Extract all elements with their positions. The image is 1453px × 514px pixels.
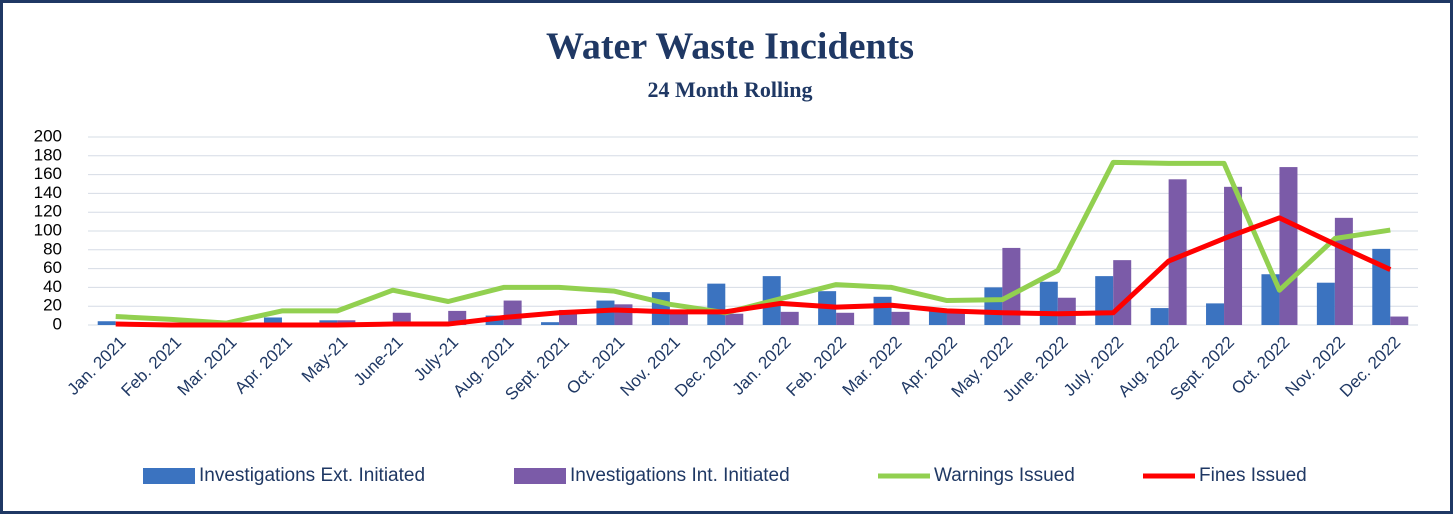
chart-title: Water Waste Incidents — [546, 26, 914, 68]
bar — [669, 313, 688, 325]
bar — [1095, 276, 1114, 325]
bar — [1113, 260, 1132, 325]
y-tick-label: 60 — [43, 258, 62, 277]
bar — [651, 292, 670, 325]
bar — [1206, 303, 1225, 325]
bar — [1261, 274, 1280, 325]
y-tick-label: 120 — [34, 202, 62, 221]
legend-label: Investigations Ext. Initiated — [199, 465, 425, 486]
y-tick-label: 80 — [43, 239, 62, 258]
chart-subtitle: 24 Month Rolling — [647, 77, 812, 102]
bar — [725, 313, 744, 325]
bar — [1224, 186, 1243, 325]
y-tick-label: 160 — [34, 164, 62, 183]
bar — [707, 283, 726, 325]
bar — [780, 311, 799, 325]
legend-label: Warnings Issued — [934, 465, 1075, 486]
legend-swatch — [514, 468, 566, 484]
bar — [1150, 308, 1169, 325]
bar — [891, 311, 910, 325]
y-tick-label: 0 — [53, 314, 62, 333]
y-tick-label: 140 — [34, 183, 62, 202]
legend-swatch — [143, 468, 195, 484]
bar — [984, 287, 1003, 325]
bar — [928, 310, 947, 325]
y-tick-label: 20 — [43, 296, 62, 315]
bar — [836, 312, 855, 325]
bar — [614, 304, 633, 325]
bar — [1390, 316, 1409, 325]
bar — [541, 322, 560, 325]
y-tick-label: 200 — [34, 126, 62, 145]
bar — [1002, 247, 1021, 325]
line-series — [115, 215, 1392, 328]
legend-label: Fines Issued — [1199, 465, 1307, 486]
y-tick-label: 100 — [34, 220, 62, 239]
legend-label: Investigations Int. Initiated — [570, 465, 790, 486]
bar — [1168, 179, 1187, 325]
bar — [946, 311, 965, 325]
bar — [97, 321, 116, 325]
bar — [1039, 281, 1058, 325]
bar — [503, 300, 522, 325]
bar — [873, 296, 892, 325]
bar — [1279, 167, 1298, 325]
bar — [1316, 282, 1335, 325]
bar — [263, 317, 282, 325]
y-tick-label: 180 — [34, 145, 62, 164]
y-tick-label: 40 — [43, 277, 62, 296]
